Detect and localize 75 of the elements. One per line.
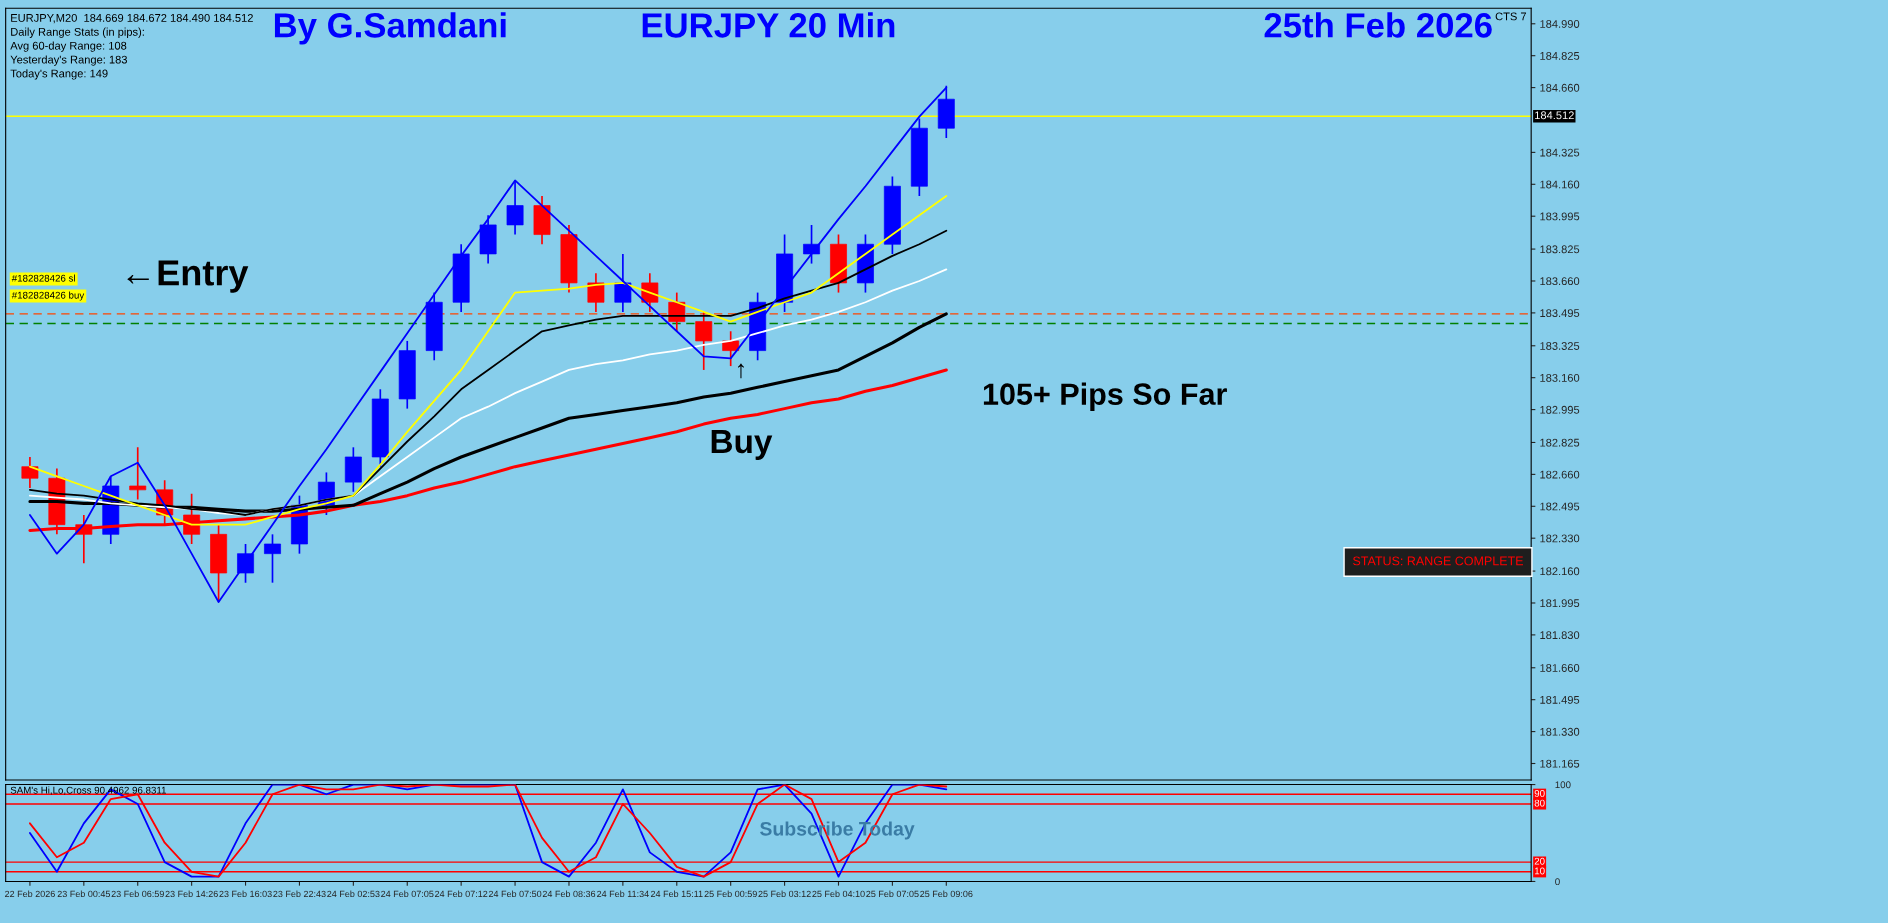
x-tick-label: 23 Feb 00:45 [57,890,111,898]
x-tick-label: 25 Feb 03:12 [758,890,811,898]
annotation: EURJPY,M20 184.669 184.672 184.490 184.512 [11,14,253,24]
candlestick [695,311,713,371]
annotation: Avg 60-day Range: 108 [10,41,127,52]
y-tick-label: 181.830 [1540,631,1580,640]
y-tick-label: 183.825 [1540,245,1580,254]
x-tick-label: 24 Feb 08:36 [542,890,596,898]
x-tick-label: 23 Feb 16:03 [219,890,272,898]
x-tick-label: 24 Feb 11:34 [597,890,649,898]
x-tick-label: 25 Feb 00:59 [704,890,757,898]
ref-line-label: 80 [1534,799,1545,807]
x-tick-label: 25 Feb 04:10 [812,890,865,898]
annotation: Daily Range Stats (in pips): [11,27,144,38]
ref-line-label: 20 [1534,857,1545,865]
y-tick-label: 181.330 [1540,727,1580,736]
y-tick-label: 181.660 [1540,664,1580,672]
x-tick-label: 25 Feb 09:06 [920,890,973,898]
ref-line-label: 90 [1534,789,1545,797]
y-tick-label: 184.825 [1540,51,1580,60]
x-tick-label: 23 Feb 06:59 [111,890,164,898]
candlestick [722,330,740,367]
x-tick-label: 24 Feb 07:05 [381,890,434,898]
annotation: #182828426 sl [11,274,75,282]
y-tick-label: 184.325 [1540,148,1580,157]
candlestick [614,253,632,313]
x-tick-label: 22 Feb 2026 [5,890,55,898]
annotation: By G.Samdani [274,12,506,45]
y-tick-label: 183.160 [1540,373,1580,382]
annotation: STATUS: RANGE COMPLETE [1353,556,1523,566]
x-tick-label: 23 Feb 14:26 [165,890,218,898]
y-tick-label: 183.325 [1540,342,1580,350]
annotation: SAM's Hi,Lo,Cross 90.4962 96.8311 [10,786,167,795]
y-tick-label: 182.995 [1540,405,1580,414]
x-tick-label: 23 Feb 22:43 [273,890,326,898]
candlestick [264,533,281,584]
x-tick-label: 24 Feb 15:11 [650,890,703,898]
annotation: Buy [711,430,773,460]
annotation: #182828426 buy [11,291,85,301]
y-tick-label: 181.995 [1540,599,1580,608]
y-tick-label: 181.495 [1540,695,1580,704]
y-tick-label: 184.160 [1540,180,1580,189]
candlestick [803,224,820,265]
y-tick-label: 182.495 [1540,502,1580,511]
candlestick [506,179,524,236]
y-tick-label: 184.990 [1540,20,1580,28]
y-tick-label: 183.660 [1540,277,1580,286]
y-tick-label: 182.660 [1540,470,1580,479]
candlestick [21,456,39,489]
x-tick-label: 25 Feb 07:05 [866,890,919,898]
ref-line-label: 10 [1534,867,1545,875]
annotation: ←Entry [127,260,249,293]
y-tick-label: 183.495 [1540,309,1580,318]
y-tick-label: 183.995 [1540,212,1580,221]
y-tick-label: 182.330 [1540,534,1580,543]
candlestick [129,446,147,501]
x-tick-label: 24 Feb 07:50 [488,890,542,898]
y-tick-label: 182.160 [1540,567,1580,576]
annotation: 25th Feb 2026 [1264,12,1492,38]
y-tick-label: 0 [1555,878,1560,886]
x-tick-label: 24 Feb 02:53 [327,890,380,898]
y-tick-label: 184.660 [1540,83,1580,92]
annotation: Today's Range: 149 [10,69,108,80]
y-tick-label: 100 [1555,781,1571,789]
candlestick [237,543,254,584]
annotation: Yesterday's Range: 183 [10,55,127,66]
candlestick [587,272,605,313]
x-tick-label: 24 Feb 07:12 [435,890,488,898]
y-tick-label: 182.825 [1540,438,1580,447]
ref-line-label: 184.512 [1535,111,1574,120]
annotation: 105+ Pips So Far [983,382,1227,412]
annotation: ↑ [738,363,744,379]
y-tick-label: 181.165 [1540,759,1580,768]
annotation: CTS 7 [1495,12,1527,21]
chart-title: EURJPY 20 Min [642,12,895,38]
